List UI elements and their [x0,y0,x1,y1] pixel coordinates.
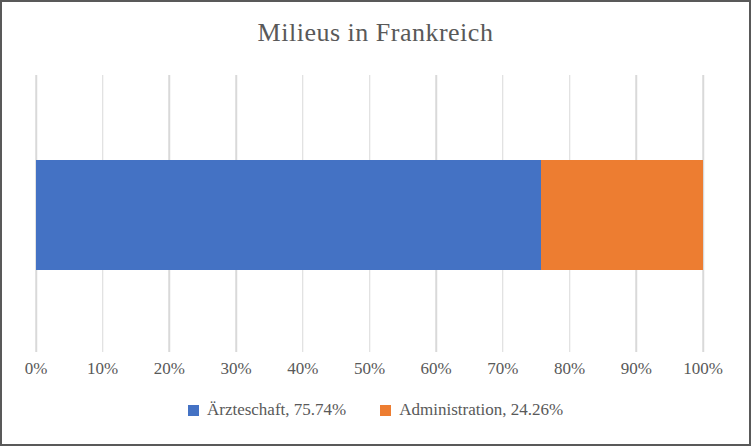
x-tick-label: 80% [554,359,585,379]
legend-item-administration: Administration, 24.26% [380,400,563,420]
x-tick-label: 90% [621,359,652,379]
legend: Ärzteschaft, 75.74% Administration, 24.26… [2,400,749,420]
x-axis-tick-labels: 0%10%20%30%40%50%60%70%80%90%100% [36,359,703,383]
x-tick-label: 100% [683,359,723,379]
chart-frame: Milieus in Frankreich 0% 10% 20% 30% 40% 50% 6… [0,0,751,446]
legend-marker-icon [380,405,391,416]
bar-segment-ärzteschaft [36,160,541,270]
legend-item-ärzteschaft: Ärzteschaft, 75.74% [188,400,346,420]
chart-title: Milieus in Frankreich [2,18,749,48]
x-tick-label: 50% [354,359,385,379]
x-tick-label: 20% [154,359,185,379]
stacked-bar [36,160,703,270]
legend-marker-icon [188,405,199,416]
x-tick-label: 10% [87,359,118,379]
bar-segment-administration [541,160,703,270]
x-tick-label: 70% [487,359,518,379]
x-tick-label: 60% [421,359,452,379]
x-tick-label: 40% [287,359,318,379]
plot-area [36,75,703,352]
legend-label: Ärzteschaft, 75.74% [207,400,346,420]
legend-label: Administration, 24.26% [399,400,563,420]
x-tick-label: 0% [25,359,48,379]
x-tick-label: 30% [221,359,252,379]
